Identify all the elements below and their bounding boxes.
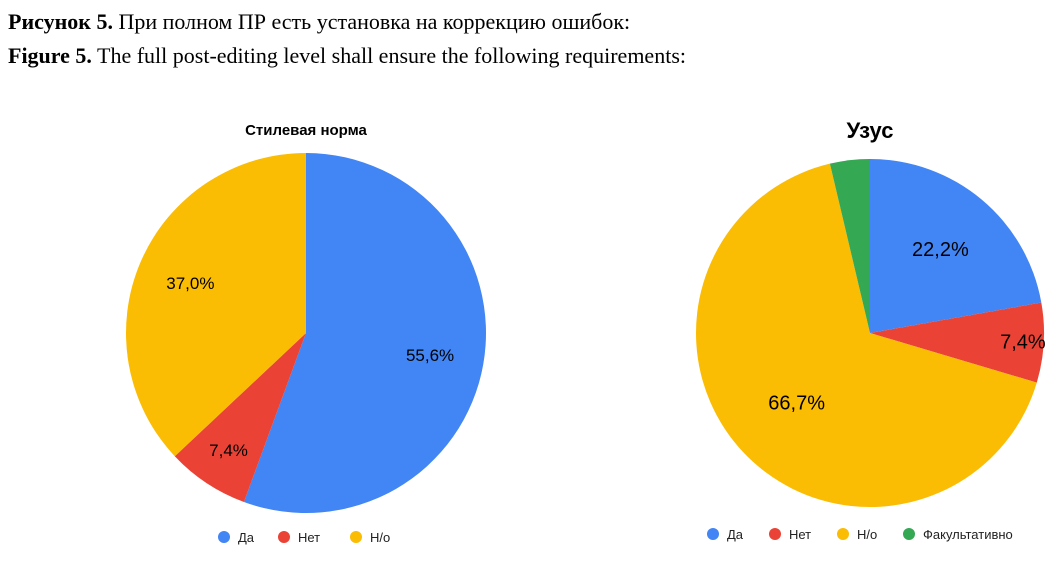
slice-value-label: 37,0% [166, 274, 214, 293]
pie-slice-2 [870, 302, 1044, 383]
legend-marker [278, 531, 290, 543]
slice-value-label: 66,7% [768, 392, 825, 414]
legend-marker [350, 531, 362, 543]
slice-value-label: 7,4% [1000, 332, 1046, 354]
slice-value-label: 55,6% [406, 346, 454, 365]
slice-value-label: 22,2% [912, 239, 969, 261]
figure-caption-ru: Рисунок 5. При полном ПР есть установка … [8, 9, 630, 35]
legend-marker [218, 531, 230, 543]
figure-caption-en: Figure 5. The full post-editing level sh… [8, 43, 686, 69]
caption-en-lead: Figure 5. [8, 43, 92, 68]
legend-label: Да [727, 527, 744, 542]
legend-label: Нет [789, 527, 811, 542]
caption-ru-text: При полном ПР есть установка на коррекци… [112, 9, 631, 34]
legend-label: Нет [298, 530, 320, 545]
legend-marker [837, 528, 849, 540]
pie-slice-1 [870, 159, 1042, 333]
pie-slice-2 [174, 333, 306, 502]
caption-en-text: The full post-editing level shall ensure… [91, 43, 686, 68]
pie-slice-1 [243, 153, 486, 513]
pie-slice-3 [696, 163, 1037, 508]
legend-marker [903, 528, 915, 540]
legend-label: Да [238, 530, 255, 545]
legend-marker [769, 528, 781, 540]
pie-slice-3 [125, 153, 306, 457]
legend-label: Факультативно [923, 527, 1013, 542]
legend-marker [707, 528, 719, 540]
legend-label: Н/о [370, 530, 390, 545]
chart-title: Узус [847, 118, 894, 143]
pie-slice-4 [829, 159, 870, 333]
slice-value-label: 7,4% [209, 441, 248, 460]
chart-title: Стилевая норма [245, 122, 367, 139]
legend-label: Н/о [857, 527, 877, 542]
caption-ru-lead: Рисунок 5. [8, 9, 113, 34]
